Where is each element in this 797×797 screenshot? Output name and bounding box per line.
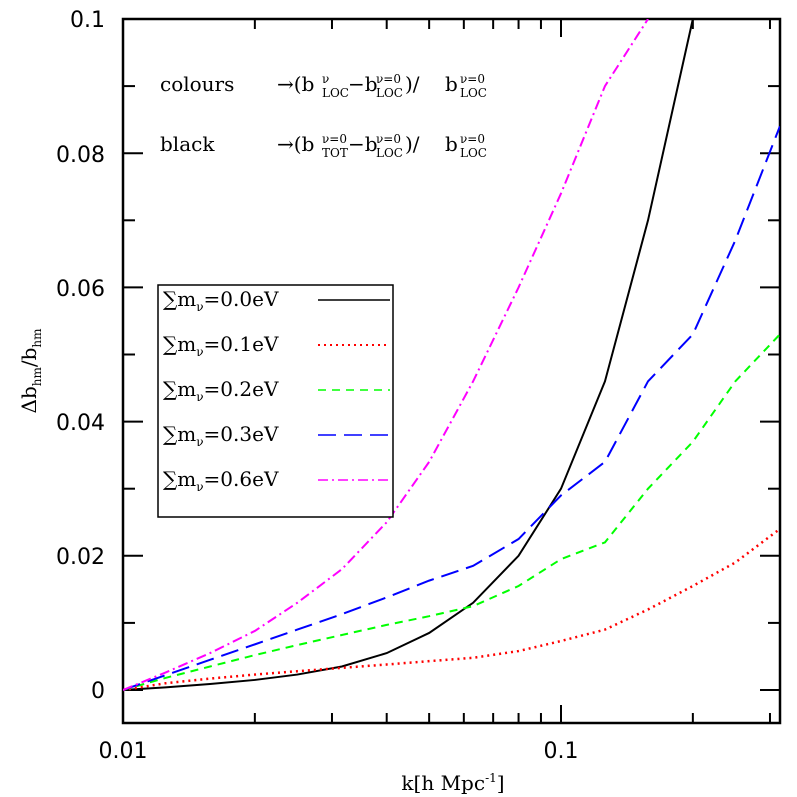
x-tick-0.1: 0.1	[544, 739, 579, 764]
svg-text:∑mν=0.0eV: ∑mν=0.0eV	[163, 287, 279, 314]
legend-box	[157, 284, 394, 518]
legend-item-4: ∑mν=0.6eV	[163, 467, 390, 494]
x-tick-labels: 0.01 0.1	[99, 739, 579, 764]
svg-text:ν=0: ν=0	[376, 132, 401, 146]
svg-text:LOC: LOC	[322, 86, 349, 100]
svg-text:ν=0: ν=0	[322, 132, 347, 146]
svg-text:)/: )/	[405, 72, 420, 96]
axis-ticks	[122, 18, 780, 723]
legend-item-0: ∑mν=0.0eV	[163, 287, 390, 314]
svg-text:−b: −b	[348, 132, 378, 156]
y-tick-0.02: 0.02	[56, 545, 105, 570]
svg-text:→(b: →(b	[277, 132, 314, 156]
svg-text:∑mν=0.3eV: ∑mν=0.3eV	[163, 422, 279, 449]
svg-text:b: b	[445, 132, 458, 156]
svg-text:∑mν=0.2eV: ∑mν=0.2eV	[163, 377, 279, 404]
y-tick-0.1: 0.1	[70, 8, 105, 33]
legend-item-3: ∑mν=0.3eV	[163, 422, 390, 449]
plot-frame	[121, 17, 782, 725]
svg-text:ν=0: ν=0	[376, 72, 401, 86]
legend: ∑mν=0.0eV ∑mν=0.1eV ∑mν=0.2eV ∑mν=0.3eV ∑mν=…	[157, 284, 394, 518]
svg-text:TOT: TOT	[322, 146, 348, 160]
svg-text:)/: )/	[405, 132, 420, 156]
legend-item-1: ∑mν=0.1eV	[163, 332, 390, 359]
series-line-4	[123, 19, 649, 691]
y-tick-0.06: 0.06	[56, 277, 105, 302]
svg-text:black: black	[160, 132, 215, 156]
svg-text:−b: −b	[348, 72, 378, 96]
y-axis-label: Δbhm/bhm	[17, 328, 44, 414]
annotation-colours: colours →(b ν LOC −b ν=0 LOC )/ b ν=0 LO…	[160, 72, 487, 100]
svg-text:ν: ν	[322, 72, 329, 86]
svg-text:∑mν=0.1eV: ∑mν=0.1eV	[163, 332, 279, 359]
svg-text:colours: colours	[160, 72, 234, 96]
y-tick-0.04: 0.04	[56, 411, 105, 436]
svg-text:ν=0: ν=0	[460, 132, 485, 146]
svg-text:→(b: →(b	[277, 72, 314, 96]
annotation-black: black →(b ν=0 TOT −b ν=0 LOC )/ b ν=0 LO…	[160, 132, 487, 160]
y-tick-0.08: 0.08	[56, 143, 105, 168]
x-axis-label: k[h Mpc-1]	[401, 771, 504, 795]
svg-text:LOC: LOC	[376, 146, 403, 160]
x-tick-0.01: 0.01	[99, 739, 148, 764]
legend-item-2: ∑mν=0.2eV	[163, 377, 390, 404]
svg-text:LOC: LOC	[460, 86, 487, 100]
series-line-2	[123, 333, 780, 691]
svg-text:∑mν=0.6eV: ∑mν=0.6eV	[163, 467, 279, 494]
svg-text:ν=0: ν=0	[460, 72, 485, 86]
series-line-3	[123, 125, 780, 691]
svg-text:b: b	[445, 72, 458, 96]
y-tick-0: 0	[91, 679, 105, 704]
series-line-1	[123, 527, 780, 692]
y-tick-labels: 0 0.02 0.04 0.06 0.08 0.1	[56, 8, 105, 704]
series-line-0	[123, 19, 694, 691]
svg-text:LOC: LOC	[376, 86, 403, 100]
data-series	[123, 19, 780, 692]
svg-text:LOC: LOC	[460, 146, 487, 160]
